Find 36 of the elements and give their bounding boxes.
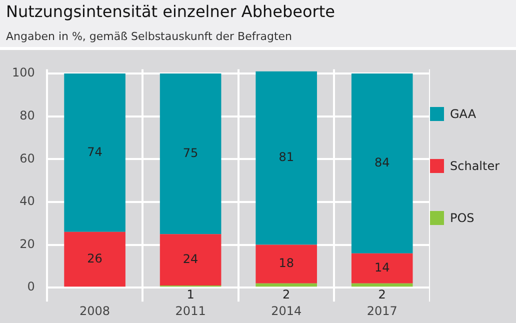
data-label: 1 [186,288,194,302]
data-label: 2 [282,288,290,302]
data-label: 75 [182,146,198,160]
y-tick-label: 100 [12,66,35,80]
y-tick-label: 40 [20,194,35,208]
x-tick-label: 2014 [271,304,302,318]
chart-title: Nutzungsintensität einzelner Abhebeorte [6,1,336,21]
legend-label: Schalter [450,159,500,173]
x-tick-label: 2008 [80,304,110,318]
data-label: 18 [278,256,294,270]
chart-subtitle: Angaben in %, gemäß Selbstauskunft der Befragten [6,29,294,43]
bar [351,253,413,284]
bar [351,73,413,254]
x-tick-label: 2017 [366,304,398,318]
y-tick-label: 0 [27,280,35,294]
bar [256,71,317,245]
y-tick-label: 80 [20,108,35,122]
legend-label: POS [450,211,474,225]
data-label: 84 [374,156,390,170]
bar [64,73,126,232]
bar [256,244,317,284]
y-tick-label: 20 [20,236,35,251]
bar [351,283,413,287]
data-label: 2 [378,288,386,302]
bar [64,232,126,287]
data-label: 26 [87,251,102,266]
x-tick-label: 2011 [175,304,206,318]
bar [160,73,222,234]
legend-label: GAA [450,107,476,121]
data-label: 14 [374,260,390,274]
data-label: 74 [87,144,102,159]
bar [160,234,222,286]
bar [256,283,317,287]
data-label: 24 [182,252,198,266]
data-label: 81 [278,150,294,164]
y-tick-label: 60 [20,151,35,166]
